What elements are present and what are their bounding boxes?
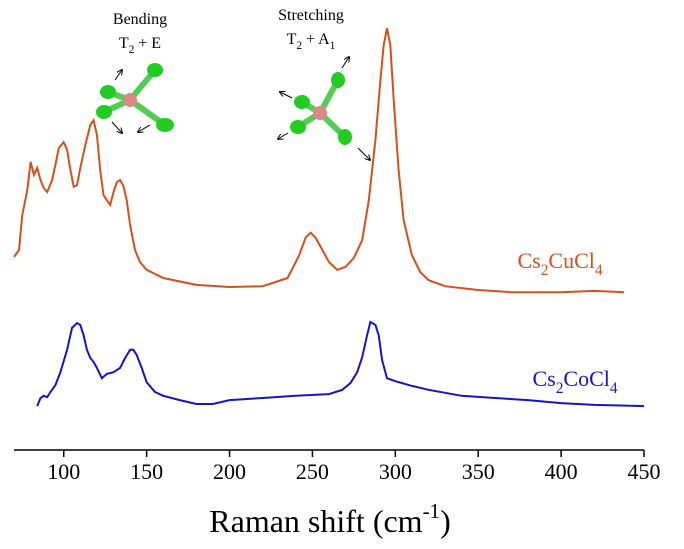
x-label-part: -1	[423, 499, 441, 523]
x-label-part: )	[440, 503, 451, 539]
bending-molecule	[96, 63, 174, 133]
annotation: Stretching	[278, 7, 344, 24]
series-line	[13, 28, 625, 294]
x-label-part: Raman shift (cm	[209, 503, 422, 539]
x-tick-label: 350	[462, 459, 495, 484]
annotation: Bending	[113, 11, 167, 28]
x-tick-label: 400	[545, 459, 578, 484]
series-label: Cs2CuCl4	[517, 248, 602, 279]
x-tick-label: 450	[628, 459, 661, 484]
series-line	[36, 320, 645, 408]
x-tick-label: 250	[296, 459, 329, 484]
x-tick-label: 300	[379, 459, 412, 484]
x-axis-label: Raman shift (cm-1)	[209, 499, 450, 540]
x-tick-label: 100	[47, 459, 80, 484]
x-tick-label: 200	[213, 459, 246, 484]
annotation: T2 + E	[119, 35, 161, 56]
series-label: Cs2CoCl4	[532, 366, 617, 397]
annotation: T2 + A1	[287, 31, 336, 52]
stretching-molecule	[278, 57, 370, 160]
x-tick-label: 150	[130, 459, 163, 484]
